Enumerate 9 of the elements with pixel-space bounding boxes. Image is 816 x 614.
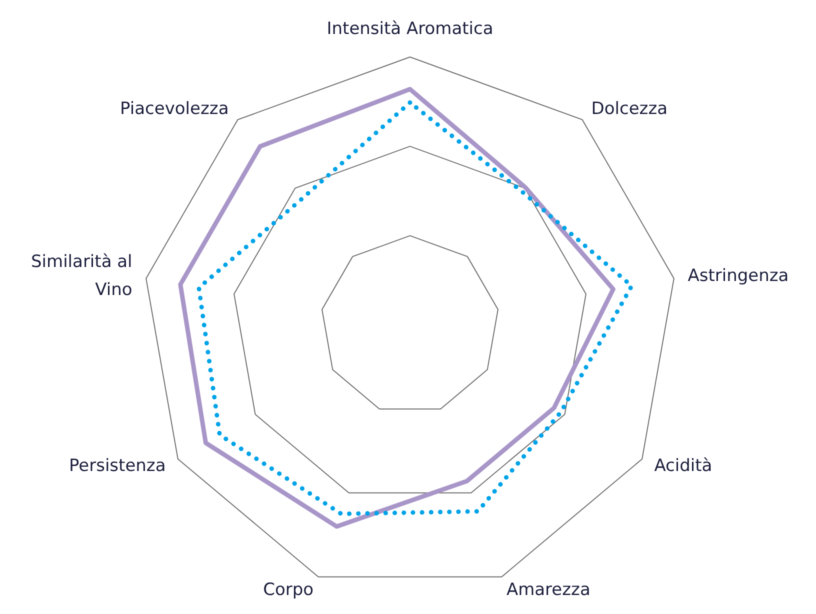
spoke-label: Dolcezza [591, 98, 668, 119]
spoke-label: Persistenza [69, 456, 166, 476]
spoke-label: Piacevolezza [120, 98, 229, 119]
spoke-label: Acidità [654, 456, 712, 476]
spoke-label: Intensità Aromatica [326, 19, 494, 39]
spoke-label: Corpo [263, 580, 314, 600]
spoke-label: Similarità al Vino [31, 252, 132, 300]
spoke-label: Astringenza [688, 266, 789, 286]
spoke-label: Amarezza [506, 580, 590, 600]
